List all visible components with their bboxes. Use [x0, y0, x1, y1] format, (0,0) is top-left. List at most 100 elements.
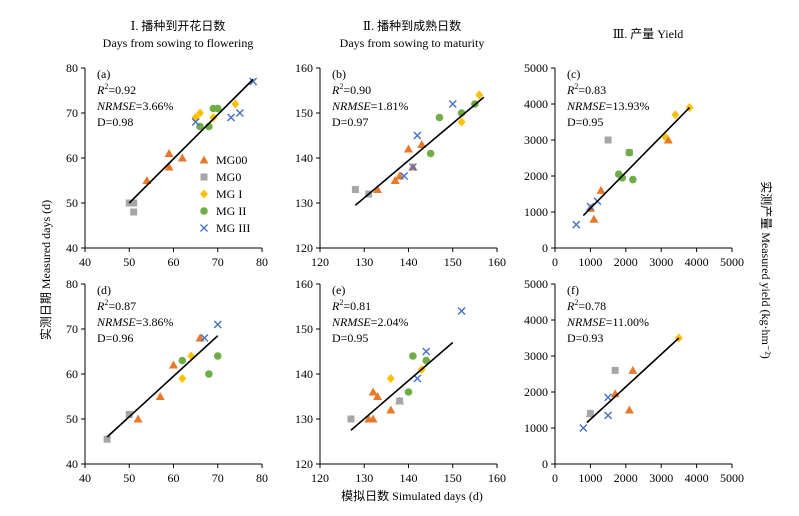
- x-tick-label: 1000: [578, 255, 602, 269]
- point-mgii: [426, 149, 435, 158]
- r2-value: R2=0.81: [331, 298, 371, 313]
- y-tick-label: 120: [295, 457, 313, 471]
- panel-label: (e): [332, 283, 345, 297]
- y-tick-label: 80: [66, 277, 78, 291]
- point-mgi: [209, 113, 218, 122]
- x-tick-label: 140: [400, 471, 418, 485]
- x-tick-label: 80: [256, 255, 268, 269]
- point-mg0: [130, 208, 138, 216]
- x-tick-label: 40: [79, 255, 91, 269]
- point-mg0: [396, 397, 404, 405]
- x-tick-label: 160: [488, 471, 506, 485]
- d-value: D=0.93: [567, 331, 603, 345]
- point-mgiii: [227, 113, 236, 122]
- y-tick-label: 130: [295, 196, 313, 210]
- panel-label: (b): [332, 67, 346, 81]
- point-mgiii: [604, 411, 613, 420]
- nrmse-value: NRMSE=13.93%: [566, 99, 649, 113]
- point-mg00: [368, 387, 378, 396]
- x-tick-label: 60: [168, 255, 180, 269]
- point-mgiii: [213, 320, 222, 329]
- point-mgi: [196, 108, 205, 118]
- col-title-2-zh: Ⅱ. 播种到成熟日数: [363, 18, 461, 33]
- point-mgiii: [200, 334, 209, 342]
- point-mg00: [373, 392, 383, 400]
- y-tick-label: 0: [542, 241, 548, 255]
- x-axis-label: 模拟日数 Simulated days (d): [341, 488, 483, 503]
- point-mgii: [409, 352, 417, 360]
- y-tick-label: 40: [66, 241, 78, 255]
- point-mgiii: [604, 393, 613, 402]
- point-mg00: [663, 135, 673, 144]
- x-tick-label: 40: [79, 471, 91, 485]
- y-tick-label: 150: [295, 322, 313, 336]
- point-mgii: [205, 370, 213, 378]
- y-tick-label: 50: [66, 412, 78, 426]
- panel-c: 0 1000 2000 3000 4000 5000 0 1000 2000 3000 4000 50…: [524, 61, 744, 269]
- point-mg0: [611, 366, 619, 374]
- y-tick-label: 130: [295, 412, 313, 426]
- point-mg00: [164, 162, 174, 171]
- y-tick-label: 2000: [524, 169, 548, 183]
- legend-label: MG00: [216, 153, 247, 167]
- col-title-1-zh: Ⅰ. 播种到开花日数: [131, 18, 226, 33]
- x-tick-label: 1000: [578, 471, 602, 485]
- x-tick-label: 2000: [614, 255, 638, 269]
- point-mg00: [169, 360, 178, 369]
- r2-value: R2=0.90: [331, 82, 371, 97]
- x-tick-label: 160: [488, 255, 506, 269]
- r2-value: R2=0.87: [96, 298, 136, 313]
- point-mgiii: [191, 118, 200, 126]
- point-mgiii: [579, 424, 588, 432]
- point-mgiii: [235, 109, 244, 117]
- nrmse-value: NRMSE=1.81%: [331, 99, 408, 113]
- regression-line: [350, 341, 454, 431]
- regression-line: [106, 335, 219, 438]
- point-mgii: [213, 104, 222, 113]
- y-tick-label: 160: [295, 277, 313, 291]
- legend-marker-mg00: [199, 155, 209, 164]
- point-mgi: [178, 374, 187, 383]
- legend-marker-mgiii: [200, 224, 208, 232]
- y-tick-label: 3000: [524, 349, 548, 363]
- y-tick-label: 150: [295, 106, 313, 120]
- regression-line: [128, 78, 254, 204]
- x-tick-label: 50: [123, 255, 135, 269]
- point-mgiii: [448, 100, 457, 108]
- x-tick-label: 130: [355, 471, 373, 485]
- point-mgiii: [413, 131, 422, 140]
- y-tick-label: 4000: [524, 313, 548, 327]
- x-tick-label: 2000: [614, 471, 638, 485]
- legend-label: MG I: [216, 187, 242, 201]
- point-mgii: [422, 356, 431, 365]
- point-mgii: [618, 174, 627, 182]
- nrmse-value: NRMSE=3.66%: [96, 99, 173, 113]
- legend-marker-mgii: [200, 207, 208, 215]
- y-tick-label: 1000: [524, 421, 548, 435]
- y-tick-label: 3000: [524, 133, 548, 147]
- panel-b: 120 130 140 150 160 120 130 140 150 160 (b)R2=0.90…: [295, 61, 506, 269]
- d-value: D=0.97: [332, 115, 368, 129]
- col-title-1-en: Days from sowing to flowering: [103, 36, 254, 50]
- x-tick-label: 70: [212, 471, 224, 485]
- x-tick-label: 60: [168, 471, 180, 485]
- point-mgii: [404, 388, 413, 396]
- point-mgiii: [408, 163, 417, 171]
- x-tick-label: 3000: [649, 471, 673, 485]
- y-tick-label: 2000: [524, 385, 548, 399]
- panel-f: 0 1000 2000 3000 4000 5000 0 1000 2000 3000 4000 50…: [524, 277, 744, 485]
- y-tick-label: 70: [66, 106, 78, 120]
- point-mg00: [373, 185, 383, 193]
- y-tick-label: 40: [66, 457, 78, 471]
- x-tick-label: 50: [123, 471, 135, 485]
- y-axis-label-right: 实测产量 Measured yield (kg·hm⁻²): [759, 181, 774, 359]
- point-mg00: [155, 392, 165, 400]
- y-tick-label: 60: [66, 367, 78, 381]
- x-tick-label: 150: [444, 471, 462, 485]
- point-mg00: [417, 140, 427, 148]
- point-mg0: [103, 435, 111, 443]
- x-tick-label: 4000: [685, 255, 709, 269]
- y-tick-label: 5000: [524, 61, 548, 75]
- x-tick-label: 3000: [649, 255, 673, 269]
- x-tick-label: 0: [552, 255, 558, 269]
